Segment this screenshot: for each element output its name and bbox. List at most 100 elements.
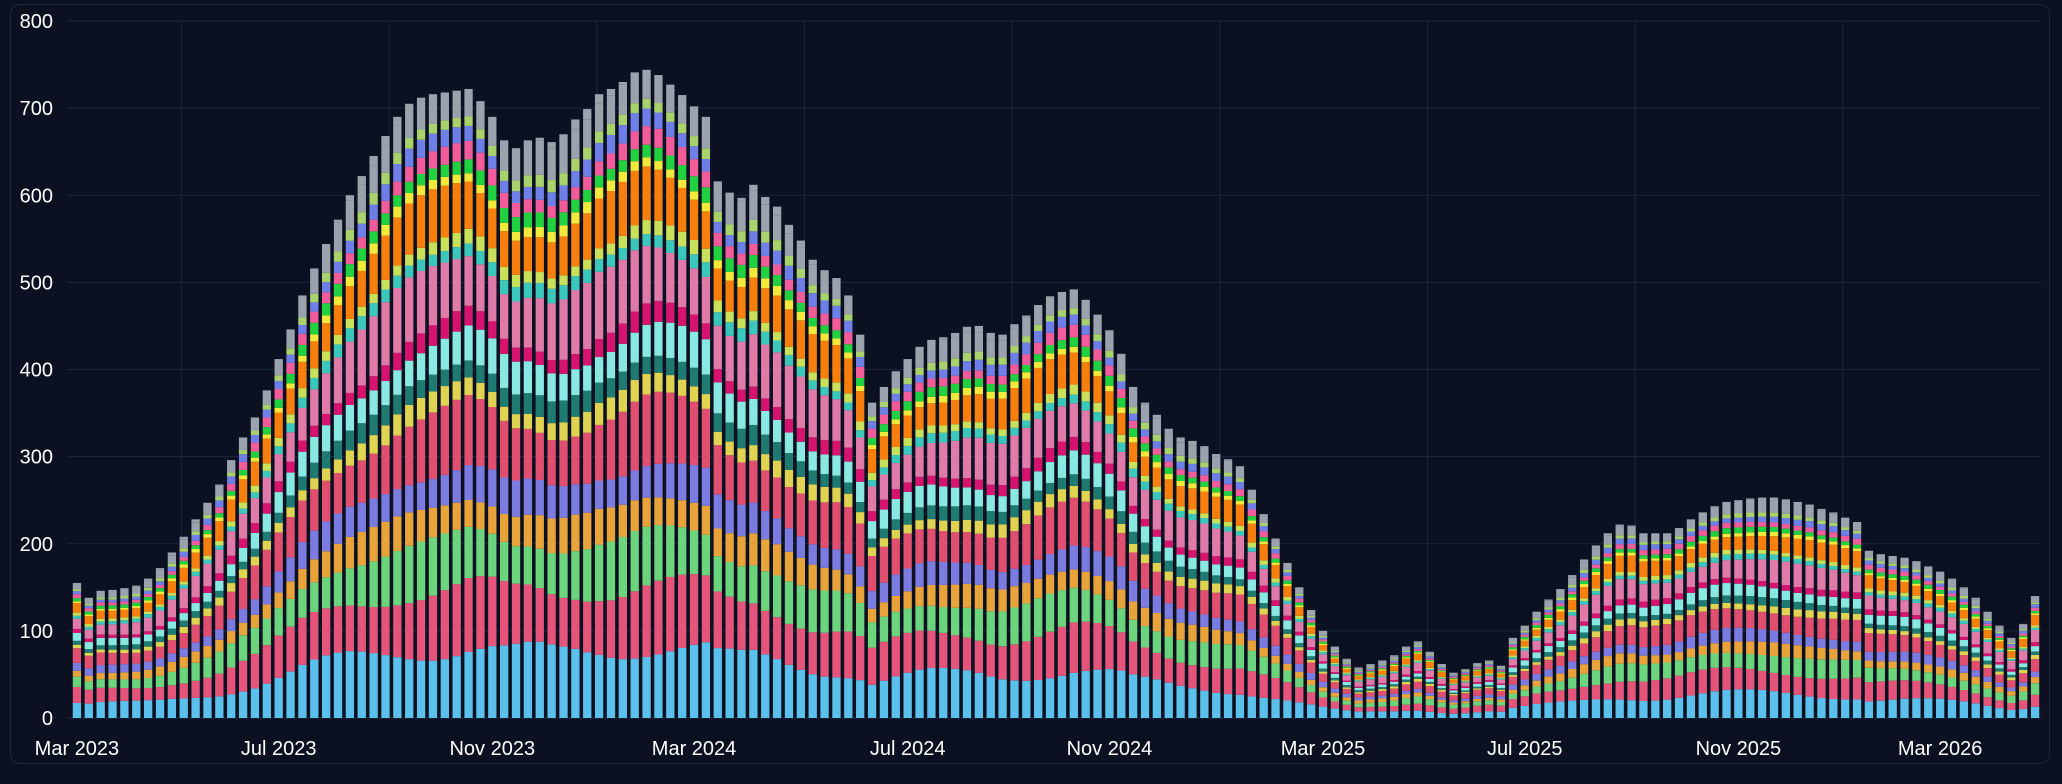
bar-segment-series-4 bbox=[1188, 624, 1197, 642]
bar-segment-series-19 bbox=[666, 112, 675, 122]
bar-segment-series-1 bbox=[1888, 699, 1897, 718]
bar-segment-series-2 bbox=[155, 687, 165, 700]
bar-segment-series-9 bbox=[1093, 463, 1102, 487]
bar-segment-series-7 bbox=[238, 569, 248, 579]
bar-segment-series-20 bbox=[298, 295, 307, 318]
bar-segment-series-12 bbox=[962, 428, 972, 438]
bar-segment-series-7 bbox=[1591, 631, 1601, 638]
bar-segment-series-6 bbox=[927, 528, 936, 562]
bar-segment-series-1 bbox=[1900, 698, 1909, 718]
bar-segment-series-5 bbox=[488, 469, 497, 507]
bar-segment-series-11 bbox=[1212, 528, 1221, 557]
bar-segment-series-12 bbox=[1045, 403, 1055, 411]
bar-segment-series-6 bbox=[1212, 592, 1221, 618]
bar-segment-series-19 bbox=[1425, 655, 1434, 657]
bar-segment-series-18 bbox=[737, 241, 746, 254]
bar-segment-series-18 bbox=[939, 369, 948, 379]
bar-segment-series-11 bbox=[1271, 586, 1280, 601]
bar-segment-series-7 bbox=[1971, 657, 1980, 661]
bar-segment-series-8 bbox=[1176, 566, 1185, 577]
bar-segment-series-7 bbox=[2007, 677, 2016, 681]
bar-segment-series-2 bbox=[238, 660, 248, 692]
bar-segment-series-11 bbox=[1924, 607, 1933, 620]
bar-segment-series-15 bbox=[642, 157, 651, 167]
bar-segment-series-17 bbox=[1485, 665, 1494, 667]
bar-segment-series-5 bbox=[1366, 696, 1375, 700]
bar-segment-series-10 bbox=[1734, 578, 1743, 584]
bar-segment-series-8 bbox=[1805, 603, 1814, 611]
bar-segment-series-15 bbox=[701, 202, 711, 212]
bar-segment-series-7 bbox=[143, 646, 153, 651]
bar-segment-series-14 bbox=[1223, 499, 1233, 522]
bar-segment-series-17 bbox=[594, 161, 604, 176]
bar-segment-series-4 bbox=[452, 502, 461, 530]
bar-segment-series-6 bbox=[1935, 644, 1945, 658]
bar-segment-series-12 bbox=[2030, 627, 2040, 631]
bar-segment-series-20 bbox=[1591, 548, 1601, 557]
bar-segment-series-5 bbox=[250, 599, 260, 615]
bar-segment-series-15 bbox=[132, 605, 141, 609]
bar-segment-series-18 bbox=[547, 192, 556, 206]
bar-segment-series-8 bbox=[796, 461, 806, 477]
bar-segment-series-16 bbox=[618, 160, 627, 172]
bar-segment-series-16 bbox=[1935, 589, 1945, 594]
bar-segment-series-9 bbox=[310, 436, 319, 463]
bar-segment-series-1 bbox=[1829, 699, 1838, 718]
bar-segment-series-7 bbox=[488, 391, 497, 408]
bar-segment-series-1 bbox=[1413, 710, 1423, 718]
bar-segment-series-11 bbox=[440, 262, 449, 318]
bar-segment-series-5 bbox=[1674, 641, 1684, 653]
bar-segment-series-6 bbox=[405, 426, 414, 486]
bar-segment-series-20 bbox=[1105, 330, 1114, 351]
bar-segment-series-11 bbox=[96, 624, 105, 635]
bar-stack-132 bbox=[1639, 533, 1648, 718]
bar-segment-series-12 bbox=[1176, 510, 1185, 518]
bar-segment-series-15 bbox=[357, 260, 366, 271]
bar-segment-series-7 bbox=[713, 431, 722, 446]
bar-segment-series-10 bbox=[832, 440, 841, 456]
bar-stack-108 bbox=[1354, 667, 1363, 718]
bar-segment-series-3 bbox=[749, 565, 758, 604]
bar-segment-series-13 bbox=[1045, 393, 1055, 404]
bar-segment-series-11 bbox=[1734, 559, 1743, 579]
bar-segment-series-11 bbox=[1437, 678, 1446, 684]
bar-segment-series-20 bbox=[950, 337, 960, 359]
bar-segment-series-13 bbox=[167, 593, 177, 596]
bar-segment-series-16 bbox=[191, 545, 200, 550]
bar-segment-series-5 bbox=[1959, 665, 1969, 673]
bar-segment-series-11 bbox=[405, 277, 414, 342]
bar-segment-series-6 bbox=[713, 445, 722, 495]
bar-segment-series-3 bbox=[1722, 652, 1731, 668]
bar-segment-series-5 bbox=[1781, 632, 1791, 644]
bar-segment-series-18 bbox=[108, 599, 117, 603]
bar-segment-series-6 bbox=[310, 489, 319, 531]
bar-segment-series-11 bbox=[1081, 410, 1090, 443]
bar-segment-series-6 bbox=[1900, 635, 1909, 652]
bar-segment-series-10 bbox=[1793, 587, 1802, 593]
bar-segment-series-19 bbox=[998, 357, 1007, 365]
bar-segment-series-15 bbox=[1235, 500, 1245, 505]
bar-segment-series-8 bbox=[1330, 677, 1340, 681]
bar-segment-series-2 bbox=[1342, 704, 1351, 711]
bar-segment-series-3 bbox=[286, 598, 295, 627]
bar-segment-series-5 bbox=[428, 478, 438, 508]
bar-segment-series-10 bbox=[357, 385, 366, 399]
bar-stack-71 bbox=[915, 346, 924, 718]
bar-segment-series-8 bbox=[1354, 690, 1363, 693]
bar-segment-series-10 bbox=[298, 440, 307, 452]
bar-segment-series-5 bbox=[1318, 681, 1328, 688]
bar-segment-series-10 bbox=[428, 325, 438, 346]
bar-segment-series-16 bbox=[333, 283, 343, 297]
bar-segment-series-3 bbox=[72, 676, 82, 687]
bar-segment-series-8 bbox=[1045, 482, 1055, 495]
bar-segment-series-3 bbox=[96, 679, 105, 688]
bar-segment-series-19 bbox=[1295, 593, 1304, 596]
bar-segment-series-10 bbox=[1318, 661, 1328, 664]
bar-stack-160 bbox=[1971, 597, 1980, 718]
bar-segment-series-11 bbox=[369, 316, 378, 377]
bar-segment-series-18 bbox=[250, 434, 260, 443]
bar-segment-series-10 bbox=[1924, 619, 1933, 624]
bar-segment-series-6 bbox=[1473, 689, 1482, 696]
bar-segment-series-12 bbox=[108, 621, 117, 625]
bar-segment-series-2 bbox=[630, 591, 639, 659]
